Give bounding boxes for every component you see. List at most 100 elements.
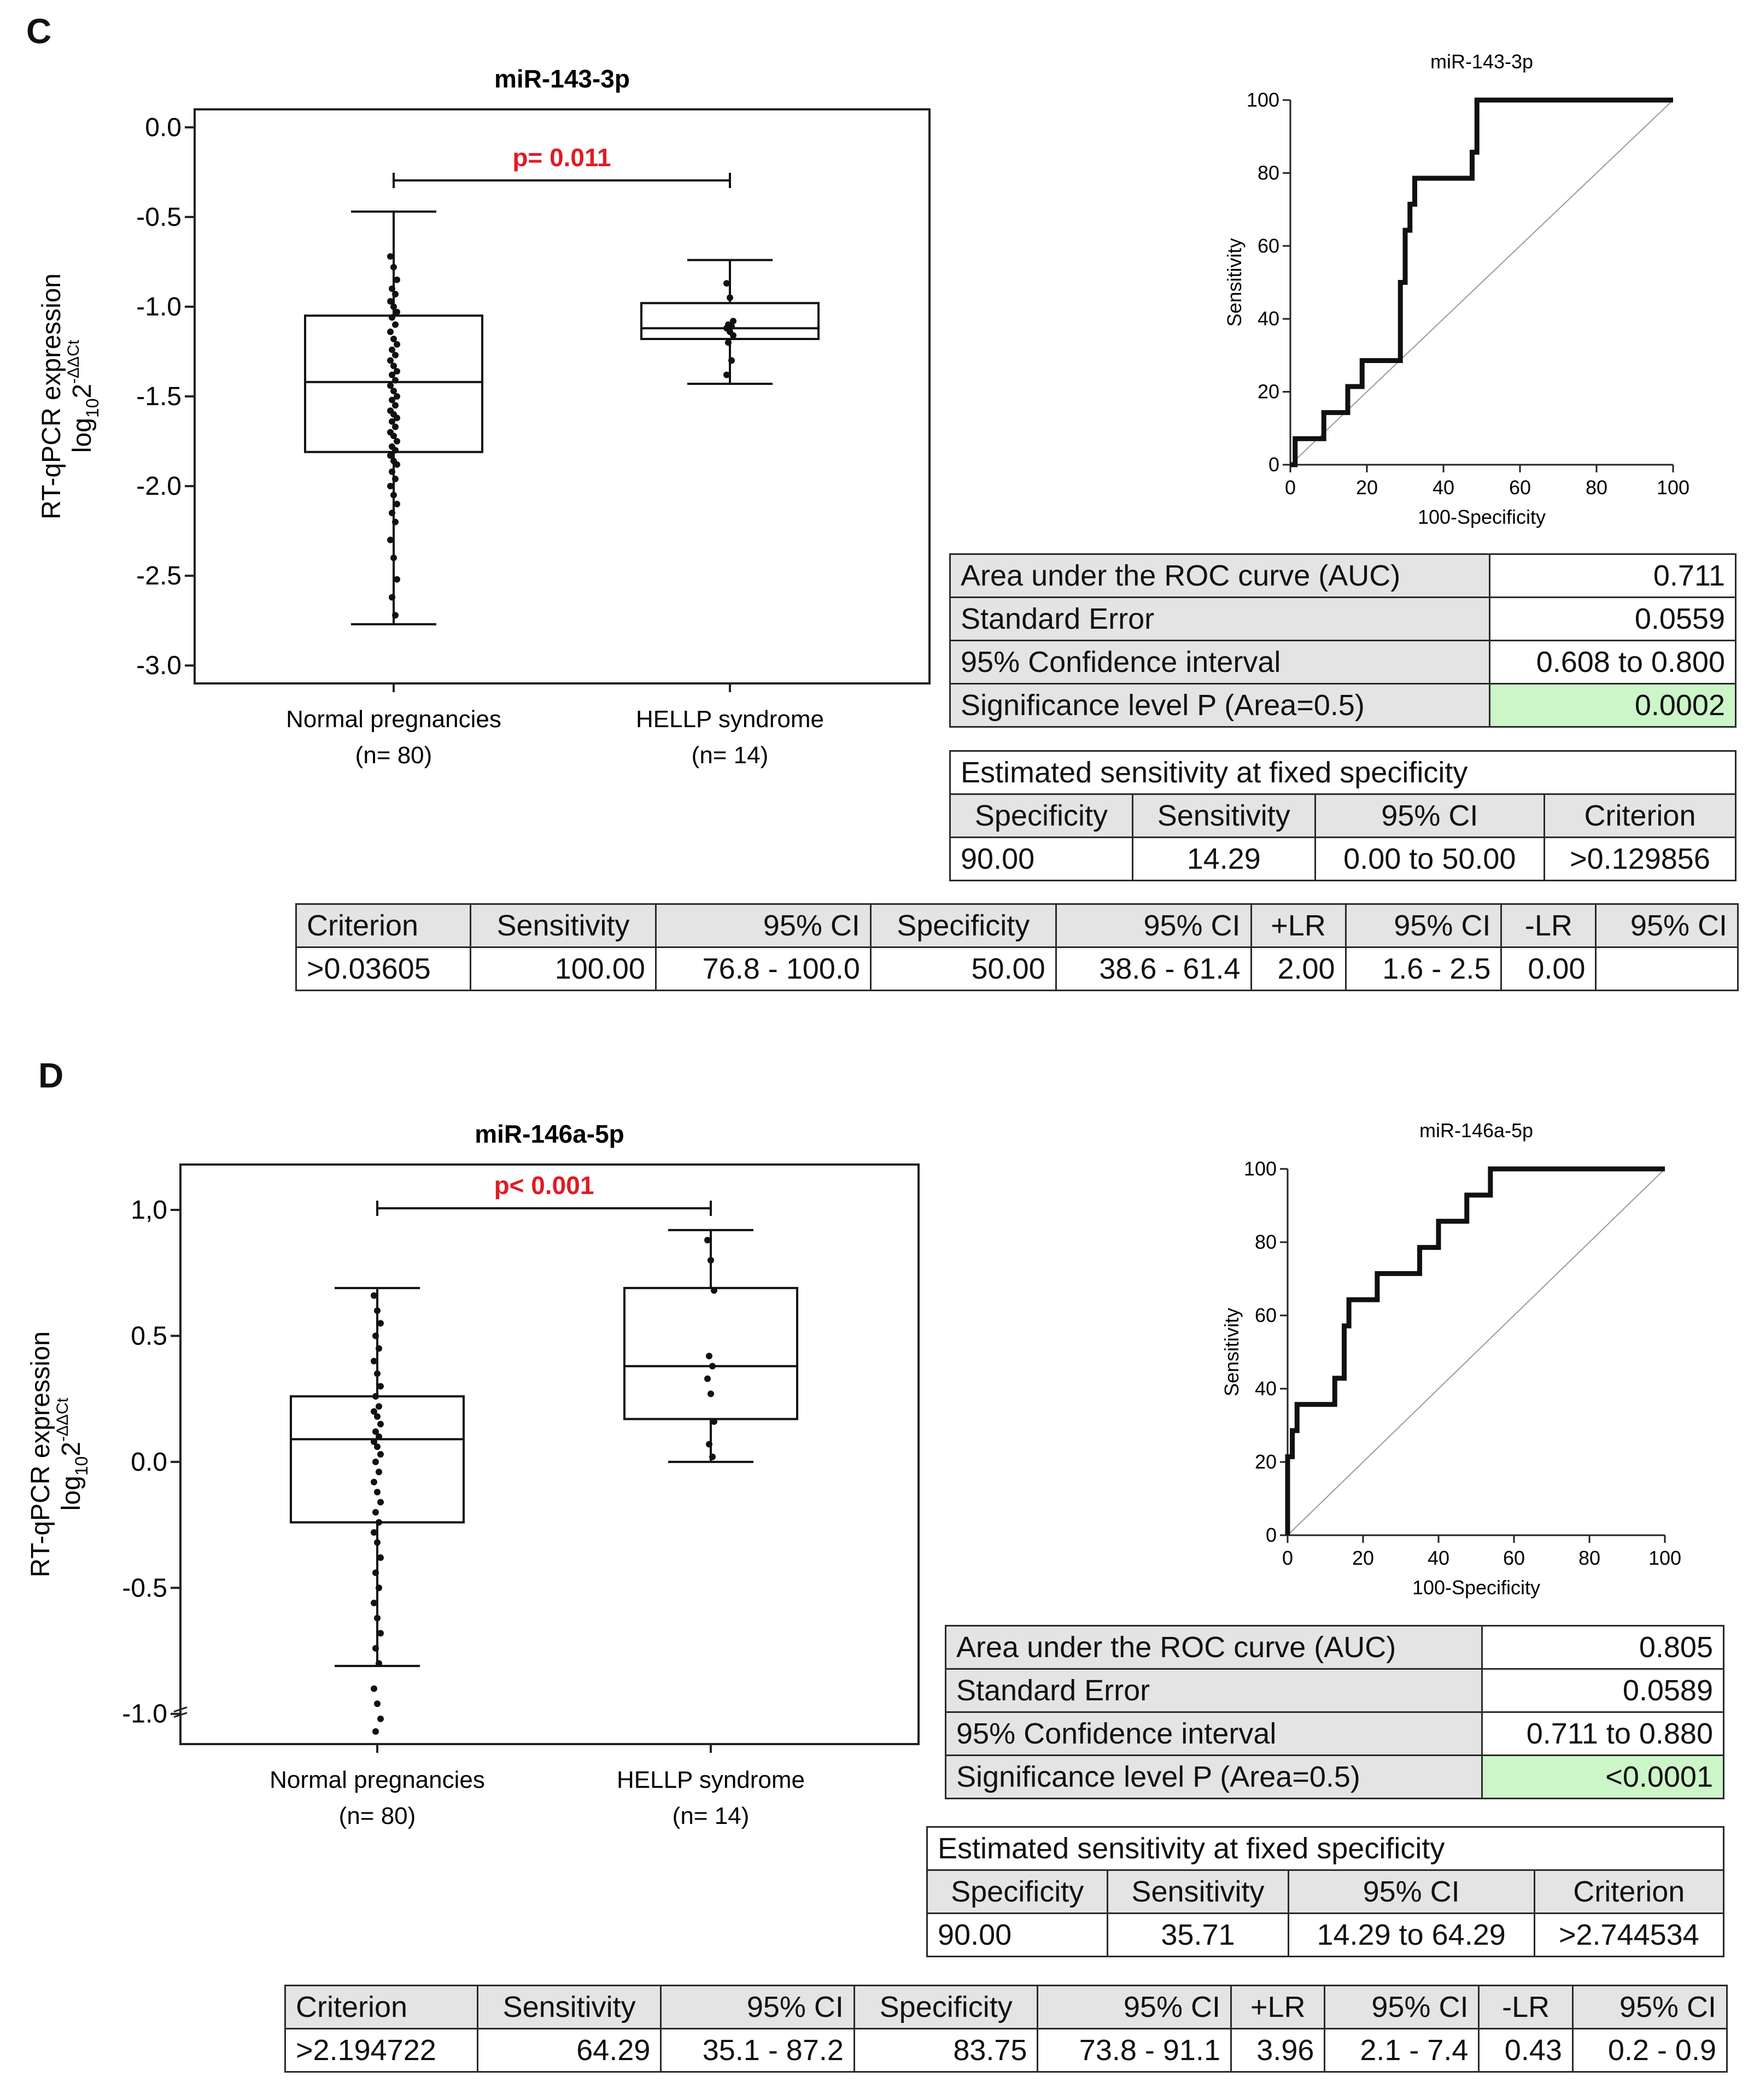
ci-label: 95% Confidence interval bbox=[945, 1711, 1483, 1756]
sens-header: Sensitivity bbox=[1131, 793, 1316, 838]
sens-header: 95% CI bbox=[1287, 1869, 1535, 1914]
y-tick-label: -0.5 bbox=[136, 203, 182, 232]
plot-frame bbox=[179, 1163, 920, 1745]
data-point bbox=[387, 382, 394, 389]
data-point bbox=[374, 1413, 381, 1420]
data-point bbox=[377, 1715, 384, 1722]
roc-x-tick-label: 100 bbox=[1657, 476, 1689, 499]
data-point bbox=[711, 1418, 717, 1425]
category-n-label: (n= 14) bbox=[673, 1803, 750, 1829]
data-point bbox=[390, 432, 397, 440]
data-point bbox=[390, 362, 397, 370]
data-point bbox=[389, 510, 395, 517]
ci-value: 0.711 to 0.880 bbox=[1481, 1711, 1725, 1756]
sig-row: Significance level P (Area=0.5) 0.0002 bbox=[949, 683, 1737, 728]
crit-cell: 83.75 bbox=[853, 2028, 1039, 2073]
ci-row: 95% Confidence interval 0.608 to 0.800 bbox=[949, 640, 1737, 685]
category-n-label: (n= 14) bbox=[692, 742, 769, 769]
crit-cell: 100.00 bbox=[470, 946, 657, 991]
roc-y-tick-label: 80 bbox=[1258, 161, 1279, 184]
data-point bbox=[706, 1441, 712, 1448]
data-point bbox=[394, 308, 400, 315]
y-tick-label: -2.5 bbox=[136, 561, 182, 590]
roc-x-tick-label: 0 bbox=[1285, 476, 1296, 499]
roc-y-tick-label: 20 bbox=[1255, 1450, 1277, 1473]
roc-x-tick-label: 0 bbox=[1282, 1547, 1293, 1569]
y-tick-label: 0.0 bbox=[131, 1448, 167, 1477]
data-point bbox=[371, 1599, 377, 1606]
data-point bbox=[377, 1499, 384, 1506]
data-point bbox=[392, 321, 399, 328]
data-point bbox=[394, 461, 400, 468]
data-point bbox=[387, 298, 394, 305]
sens-header: Criterion bbox=[1543, 793, 1737, 838]
crit-cell: 3.96 bbox=[1230, 2028, 1326, 2073]
roc-y-tick-label: 100 bbox=[1247, 89, 1279, 111]
p-value-label: p< 0.001 bbox=[494, 1171, 594, 1200]
p-value-label: p= 0.011 bbox=[512, 143, 611, 172]
crit-cell: 38.6 - 61.4 bbox=[1055, 946, 1252, 991]
sens-cell: 14.29 bbox=[1131, 837, 1316, 881]
sens-cell: >0.129856 bbox=[1543, 837, 1737, 881]
crit-cell: 2.00 bbox=[1250, 946, 1347, 991]
crit-header: 95% CI bbox=[1324, 1985, 1480, 2029]
crit-header: +LR bbox=[1250, 903, 1347, 948]
sens-table-d: Estimated sensitivity at fixed specifici… bbox=[926, 1826, 1725, 1957]
se-label: Standard Error bbox=[949, 596, 1491, 641]
boxplot-c: miR-143-3p 0.0 -0.5 -1.0 -1.5 -2.0 -2.5 -3.0 RT-… bbox=[37, 65, 931, 769]
crit-cell: >0.03605 bbox=[295, 946, 472, 991]
y-label-line1: RT-qPCR expression bbox=[37, 273, 66, 519]
roc-y-tick-label: 20 bbox=[1258, 381, 1279, 403]
data-point bbox=[392, 612, 399, 619]
crit-header: -LR bbox=[1500, 903, 1597, 948]
category-label: HELLP syndrome bbox=[617, 1766, 805, 1793]
se-value: 0.0589 bbox=[1481, 1668, 1725, 1713]
data-point bbox=[377, 1420, 384, 1428]
roc-curve bbox=[1290, 97, 1673, 467]
y-label-line2: log102-ΔΔCt bbox=[54, 1397, 91, 1511]
data-point bbox=[392, 475, 399, 482]
data-point bbox=[394, 500, 400, 507]
roc-x-tick-label: 60 bbox=[1503, 1547, 1525, 1569]
y-tick-label: -3.0 bbox=[136, 651, 182, 680]
data-point bbox=[387, 253, 394, 260]
panel-letter-d: D bbox=[38, 1056, 64, 1095]
sens-cell: 0.00 to 50.00 bbox=[1314, 837, 1545, 881]
roc-x-tick-label: 20 bbox=[1356, 476, 1378, 499]
data-point bbox=[374, 1489, 381, 1496]
data-point bbox=[709, 1453, 716, 1460]
data-point bbox=[376, 1469, 382, 1476]
auc-row: Area under the ROC curve (AUC) 0.711 bbox=[949, 553, 1737, 598]
data-point bbox=[394, 341, 400, 348]
crit-cell: 1.6 - 2.5 bbox=[1344, 946, 1502, 991]
y-label-line1: RT-qPCR expression bbox=[26, 1331, 55, 1577]
data-point bbox=[372, 1509, 379, 1516]
data-point bbox=[723, 371, 730, 378]
crit-header: 95% CI bbox=[660, 1985, 855, 2029]
data-point bbox=[708, 1390, 714, 1397]
sig-value: <0.0001 bbox=[1481, 1754, 1725, 1799]
data-point bbox=[374, 1539, 381, 1546]
data-point bbox=[390, 336, 397, 342]
sens-cell: 35.71 bbox=[1107, 1912, 1289, 1957]
crit-header: -LR bbox=[1478, 1985, 1574, 2029]
data-point bbox=[371, 1529, 377, 1536]
criterion-table-d: Criterion Sensitivity 95% CI Specificity… bbox=[284, 1985, 1728, 2073]
sens-cell: 14.29 to 64.29 bbox=[1287, 1912, 1535, 1957]
crit-header: 95% CI bbox=[1595, 903, 1739, 948]
data-point bbox=[376, 1403, 382, 1410]
y-tick-label: 0.5 bbox=[131, 1321, 167, 1350]
boxplot-d: miR-146a-5p 1,0 0.5 0.0 -0.5 -1.0 RT-qPCR expr… bbox=[26, 1120, 920, 1829]
y-tick-label: -2.0 bbox=[136, 472, 182, 501]
category-label: HELLP syndrome bbox=[636, 706, 824, 733]
sens-header: Criterion bbox=[1533, 1869, 1725, 1914]
sens-header: Specificity bbox=[949, 793, 1133, 838]
roc-chart-d: miR-146a-5p 00 20 20 40 40 60 60 80 80 100 100 100-S… bbox=[1220, 1119, 1681, 1599]
auc-label: Area under the ROC curve (AUC) bbox=[949, 553, 1491, 598]
category-label: Normal pregnancies bbox=[270, 1766, 485, 1793]
chart-title: miR-146a-5p bbox=[475, 1120, 624, 1148]
data-point bbox=[728, 357, 735, 364]
sig-label: Significance level P (Area=0.5) bbox=[949, 683, 1491, 728]
crit-header: 95% CI bbox=[1344, 903, 1502, 948]
data-point bbox=[394, 276, 400, 283]
